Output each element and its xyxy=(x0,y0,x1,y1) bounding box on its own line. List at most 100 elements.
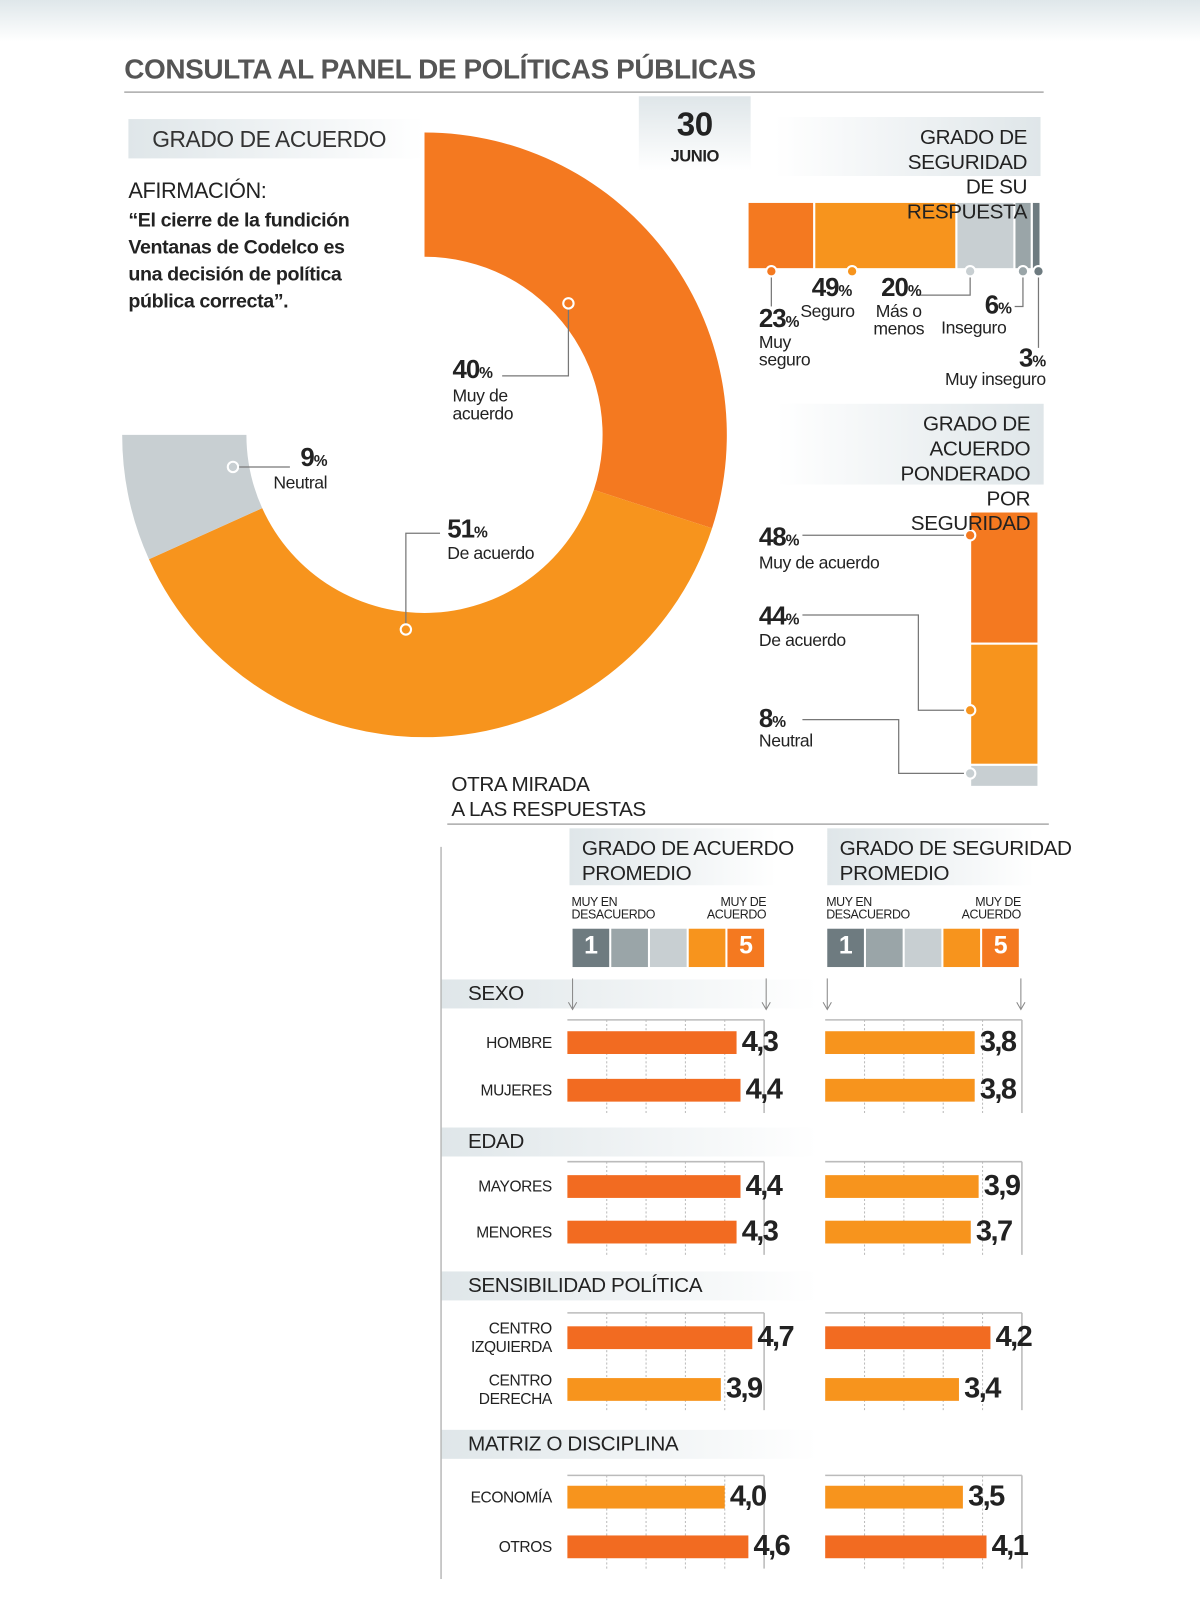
arrow-head xyxy=(567,1001,578,1011)
value-label: 4,4 xyxy=(745,1072,783,1105)
scale-end: 1 xyxy=(584,931,598,960)
scale-end: 1 xyxy=(838,931,853,960)
bar xyxy=(567,1485,725,1509)
value-label: 4,2 xyxy=(995,1320,1033,1353)
category-label: MENORES xyxy=(476,1223,552,1242)
bar xyxy=(567,1535,749,1559)
value-label: 23% xyxy=(758,304,800,334)
category-label: Neutral xyxy=(273,473,328,493)
bar-segment xyxy=(1030,200,1042,271)
value-label: 3,8 xyxy=(979,1025,1017,1058)
value-label: 4,3 xyxy=(741,1025,779,1058)
leader-dot xyxy=(399,623,413,636)
value-label: 40% xyxy=(452,355,493,385)
leader-dot xyxy=(845,265,859,278)
group-band xyxy=(441,1429,818,1459)
date-month: JUNIO xyxy=(670,148,720,166)
arrow-head xyxy=(761,1001,771,1011)
scale-label: MUY EN DESACUERDO xyxy=(571,894,656,922)
scale-box xyxy=(572,928,610,968)
date-box xyxy=(638,96,751,171)
leader-dot xyxy=(562,297,575,310)
section-header-bg xyxy=(128,119,425,159)
value-label: 4,4 xyxy=(745,1168,783,1202)
section-header-bg xyxy=(776,403,1044,485)
bar xyxy=(825,1485,963,1509)
arrow-head xyxy=(822,1001,832,1011)
value-label: 3,7 xyxy=(975,1214,1013,1247)
leader-dot xyxy=(1016,265,1030,278)
category-label: ECONOMÍA xyxy=(470,1488,553,1507)
value-label: 3,9 xyxy=(725,1371,763,1404)
section-title: GRADO DE ACUERDO xyxy=(152,126,387,153)
section-header-bg xyxy=(774,116,1041,177)
donut-segment xyxy=(148,489,713,738)
scale-end: 5 xyxy=(739,931,753,960)
group-band xyxy=(441,979,818,1009)
leader-dot xyxy=(963,704,977,717)
column-segment xyxy=(969,642,1040,766)
bar xyxy=(567,1326,753,1350)
scale-end: 5 xyxy=(993,931,1008,960)
column-segment xyxy=(969,510,1040,645)
category-label: Muy de acuerdo xyxy=(758,552,880,573)
leader-dot xyxy=(226,460,240,474)
bar xyxy=(567,1078,741,1102)
bar-segment xyxy=(746,200,816,271)
value-label: 9% xyxy=(300,443,328,473)
value-label: 3,4 xyxy=(964,1371,1001,1404)
value-label: 8% xyxy=(758,704,786,734)
group-label: MATRIZ O DISCIPLINA xyxy=(467,1432,679,1456)
bar xyxy=(825,1220,971,1244)
value-label: 4,7 xyxy=(757,1320,794,1353)
group-band xyxy=(441,1271,818,1301)
value-label: 3% xyxy=(1018,343,1046,373)
donut-segment xyxy=(424,132,727,529)
bar xyxy=(825,1378,959,1401)
leader-line xyxy=(802,718,971,775)
value-label: 48% xyxy=(758,522,800,552)
bar xyxy=(567,1031,737,1055)
bar xyxy=(825,1031,975,1055)
date-day: 30 xyxy=(676,105,713,143)
value-label: 51% xyxy=(447,514,488,544)
bar xyxy=(567,1378,721,1401)
category-label: Muy inseguro xyxy=(945,369,1046,390)
category-label: Seguro xyxy=(800,301,855,321)
category-label: HOMBRE xyxy=(486,1034,552,1052)
leader-dot xyxy=(765,265,778,278)
value-label: 3,5 xyxy=(968,1479,1005,1512)
bar xyxy=(567,1220,737,1244)
value-label: 4,1 xyxy=(991,1529,1029,1562)
bar xyxy=(825,1078,975,1102)
scale-box xyxy=(943,928,981,968)
top-band xyxy=(0,0,1200,42)
leader-dot xyxy=(963,265,977,278)
bar xyxy=(825,1535,987,1559)
bar xyxy=(825,1175,979,1198)
leader-dot xyxy=(963,767,977,780)
category-label: OTROS xyxy=(498,1538,553,1557)
scale-box xyxy=(727,928,765,968)
category-label: CENTRO DERECHA xyxy=(478,1371,552,1409)
scale-box xyxy=(650,928,687,968)
bar-segment xyxy=(813,200,958,271)
scale-box xyxy=(982,928,1019,968)
leader-dot xyxy=(1032,265,1045,278)
value-label: 44% xyxy=(758,601,800,631)
leader-line xyxy=(802,614,971,711)
group-label: SEXO xyxy=(467,982,524,1006)
scale-box xyxy=(611,928,648,968)
scale-box xyxy=(865,928,903,968)
scale-label: MUY DE ACUERDO xyxy=(961,894,1022,922)
value-label: 4,3 xyxy=(741,1214,779,1247)
leader-line xyxy=(405,532,441,630)
category-label: Más o menos xyxy=(873,301,925,339)
bar xyxy=(825,1326,991,1350)
scale-label: MUY DE ACUERDO xyxy=(706,894,767,922)
value-label: 20% xyxy=(881,273,922,303)
value-label: 3,8 xyxy=(979,1072,1017,1105)
category-label: Inseguro xyxy=(941,317,1007,338)
category-label: MUJERES xyxy=(480,1081,553,1100)
